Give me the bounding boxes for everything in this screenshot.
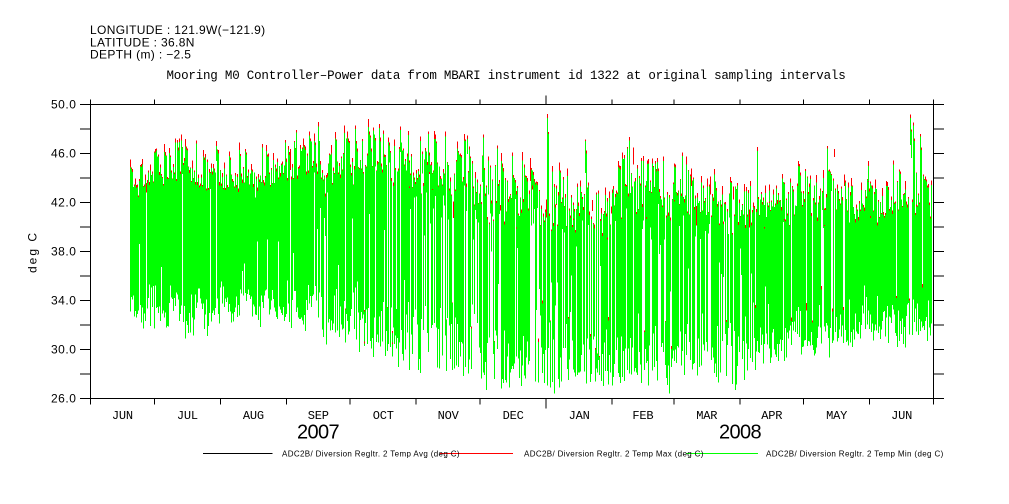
svg-text:DEC: DEC <box>503 409 524 423</box>
svg-text:38.0: 38.0 <box>51 245 77 259</box>
svg-text:2008: 2008 <box>719 422 762 444</box>
svg-text:ADC2B/ Diversion Regltr. 2 Tem: ADC2B/ Diversion Regltr. 2 Temp Max (deg… <box>524 450 704 459</box>
svg-text:JUN: JUN <box>891 409 912 423</box>
svg-text:DEPTH (m) : −2.5: DEPTH (m) : −2.5 <box>90 48 191 62</box>
svg-text:FEB: FEB <box>632 409 653 423</box>
svg-text:Mooring M0 Controller–Power da: Mooring M0 Controller–Power data from MB… <box>166 69 845 83</box>
svg-text:deg C: deg C <box>26 231 40 273</box>
svg-text:APR: APR <box>761 409 782 423</box>
svg-text:JUL: JUL <box>177 409 198 423</box>
svg-text:LONGITUDE : 121.9W(−121.9): LONGITUDE : 121.9W(−121.9) <box>90 23 266 37</box>
svg-text:MAR: MAR <box>696 409 717 423</box>
svg-text:OCT: OCT <box>373 409 394 423</box>
svg-text:SEP: SEP <box>308 409 329 423</box>
svg-text:MAY: MAY <box>826 409 847 423</box>
svg-text:NOV: NOV <box>438 409 460 423</box>
svg-text:34.0: 34.0 <box>51 294 77 308</box>
svg-text:46.0: 46.0 <box>51 147 77 161</box>
svg-text:JUN: JUN <box>112 409 133 423</box>
svg-text:42.0: 42.0 <box>51 196 77 210</box>
svg-text:50.0: 50.0 <box>51 98 77 112</box>
svg-text:LATITUDE : 36.8N: LATITUDE : 36.8N <box>90 35 195 49</box>
svg-text:JAN: JAN <box>569 409 590 423</box>
svg-text:ADC2B/ Diversion Regltr. 2 Tem: ADC2B/ Diversion Regltr. 2 Temp Avg (deg… <box>282 450 460 459</box>
svg-text:AUG: AUG <box>243 409 264 423</box>
svg-text:2007: 2007 <box>297 422 340 444</box>
svg-text:ADC2B/ Diversion Regltr. 2 Tem: ADC2B/ Diversion Regltr. 2 Temp Min (deg… <box>766 450 944 459</box>
svg-text:30.0: 30.0 <box>51 343 77 357</box>
svg-text:26.0: 26.0 <box>51 392 77 406</box>
